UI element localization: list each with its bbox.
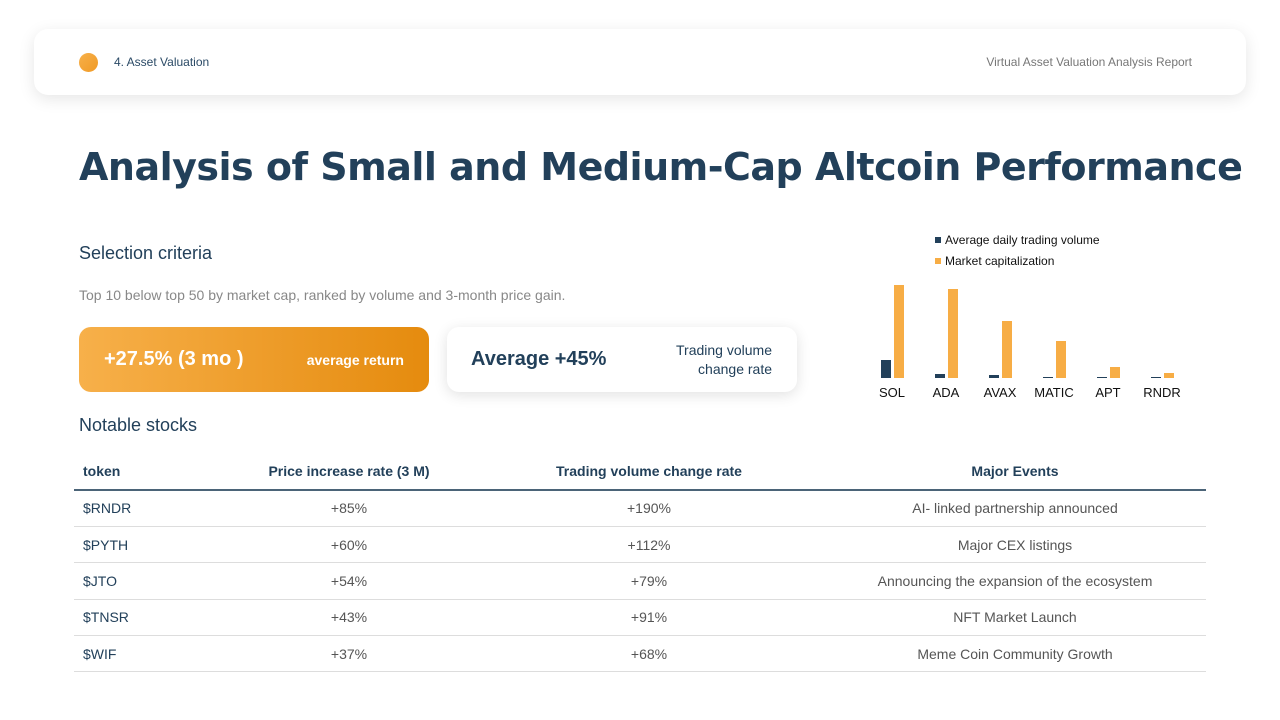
legend-volume: Average daily trading volume xyxy=(935,233,1100,247)
bar-market-cap-ada xyxy=(948,289,958,378)
column-header: Major Events xyxy=(824,453,1206,491)
table-row: $RNDR +85% +190% AI- linked partnership ann… xyxy=(74,490,1206,527)
x-tick-label: SOL xyxy=(879,385,905,400)
bar-market-cap-rndr xyxy=(1164,373,1174,378)
table-cell: +79% xyxy=(474,562,824,600)
bar-volume-avax xyxy=(989,375,999,378)
bar-market-cap-matic xyxy=(1056,341,1066,378)
x-tick-label: MATIC xyxy=(1034,385,1073,400)
selection-description: Top 10 below top 50 by market cap, ranke… xyxy=(79,287,566,303)
table-cell: $RNDR xyxy=(74,490,224,527)
table-cell: Meme Coin Community Growth xyxy=(824,635,1206,673)
table-cell: $TNSR xyxy=(74,599,224,637)
table-row: $TNSR +43% +91% NFT Market Launch xyxy=(74,599,1206,637)
report-title: Virtual Asset Valuation Analysis Report xyxy=(986,55,1192,69)
bar-volume-rndr xyxy=(1151,377,1161,378)
volume-label-line2: change rate xyxy=(698,361,772,377)
table-cell: $JTO xyxy=(74,562,224,600)
bar-volume-matic xyxy=(1043,377,1053,378)
table-cell: $WIF xyxy=(74,635,224,673)
table-cell: AI- linked partnership announced xyxy=(824,490,1206,527)
volume-change-card: Average +45% Trading volume change rate xyxy=(447,327,797,392)
volume-label: Trading volume change rate xyxy=(632,341,772,379)
table-cell: $PYTH xyxy=(74,526,224,564)
table-cell: Announcing the expansion of the ecosyste… xyxy=(824,562,1206,600)
bar-volume-apt xyxy=(1097,377,1107,378)
section-label: 4. Asset Valuation xyxy=(114,55,210,69)
x-tick-label: APT xyxy=(1095,385,1120,400)
column-header: token xyxy=(74,453,224,491)
table-row: $PYTH +60% +112% Major CEX listings xyxy=(74,526,1206,564)
legend-label: Market capitalization xyxy=(945,254,1055,268)
x-tick-label: ADA xyxy=(933,385,960,400)
x-tick-label: AVAX xyxy=(984,385,1017,400)
return-value: +27.5% (3 mo ) xyxy=(104,348,244,370)
bar-market-cap-avax xyxy=(1002,321,1012,378)
table-row: $JTO +54% +79% Announcing the expansion of … xyxy=(74,562,1206,600)
column-header: Price increase rate (3 M) xyxy=(224,453,474,491)
bar-volume-ada xyxy=(935,374,945,378)
table-cell: NFT Market Launch xyxy=(824,599,1206,637)
header-bar: 4. Asset Valuation Virtual Asset Valuati… xyxy=(34,29,1246,95)
table-cell: Major CEX listings xyxy=(824,526,1206,564)
bar-market-cap-sol xyxy=(894,285,904,378)
table-cell: +112% xyxy=(474,526,824,564)
volume-label-line1: Trading volume xyxy=(676,342,772,358)
table-cell: +60% xyxy=(224,526,474,564)
table-cell: +91% xyxy=(474,599,824,637)
table-cell: +37% xyxy=(224,635,474,673)
legend-marketcap: Market capitalization xyxy=(935,254,1054,268)
table-cell: +54% xyxy=(224,562,474,600)
table-row: $WIF +37% +68% Meme Coin Community Growth xyxy=(74,635,1206,673)
bar-chart: SOL ADA AVAX MATIC APT RNDR xyxy=(879,285,1181,400)
table-cell: +68% xyxy=(474,635,824,673)
notable-heading: Notable stocks xyxy=(79,415,198,435)
return-label: average return xyxy=(306,352,404,368)
x-tick-label: RNDR xyxy=(1143,385,1181,400)
volume-value: Average +45% xyxy=(471,348,607,370)
table-cell: +43% xyxy=(224,599,474,637)
legend-label: Average daily trading volume xyxy=(945,233,1100,247)
column-header: Trading volume change rate xyxy=(474,453,824,491)
table-cell: +190% xyxy=(474,490,824,527)
selection-heading: Selection criteria xyxy=(79,243,213,263)
section-dot-icon xyxy=(79,53,98,72)
legend-swatch-icon xyxy=(935,258,941,264)
notable-stocks-table: token Price increase rate (3 M) Trading vo… xyxy=(74,453,1206,673)
legend-swatch-icon xyxy=(935,237,941,243)
bar-volume-sol xyxy=(881,360,891,378)
average-return-card: +27.5% (3 mo ) average return xyxy=(79,327,429,392)
page-title: Analysis of Small and Medium-Cap Altcoin… xyxy=(79,145,1243,189)
bar-market-cap-apt xyxy=(1110,367,1120,378)
table-cell: +85% xyxy=(224,490,474,527)
